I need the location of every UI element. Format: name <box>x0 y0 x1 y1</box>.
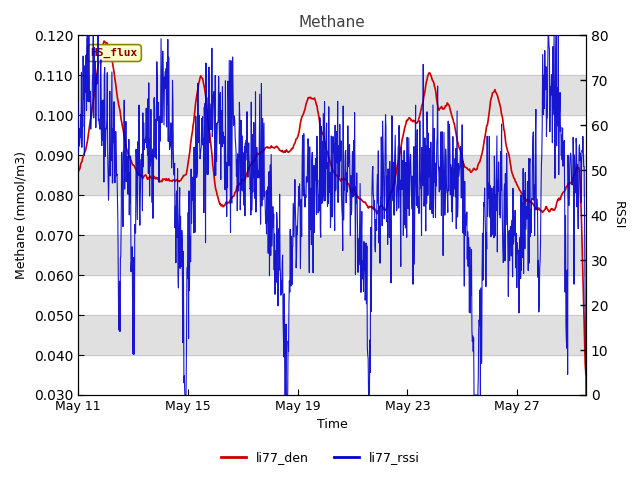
Bar <box>78 235 586 275</box>
Y-axis label: RSSI: RSSI <box>612 201 625 229</box>
Bar <box>78 315 586 355</box>
Text: HS_flux: HS_flux <box>91 48 138 58</box>
Bar <box>78 75 586 115</box>
X-axis label: Time: Time <box>317 419 348 432</box>
Bar <box>78 155 586 195</box>
Y-axis label: Methane (mmol/m3): Methane (mmol/m3) <box>15 151 28 279</box>
Legend: li77_den, li77_rssi: li77_den, li77_rssi <box>216 446 424 469</box>
Title: Methane: Methane <box>299 15 365 30</box>
